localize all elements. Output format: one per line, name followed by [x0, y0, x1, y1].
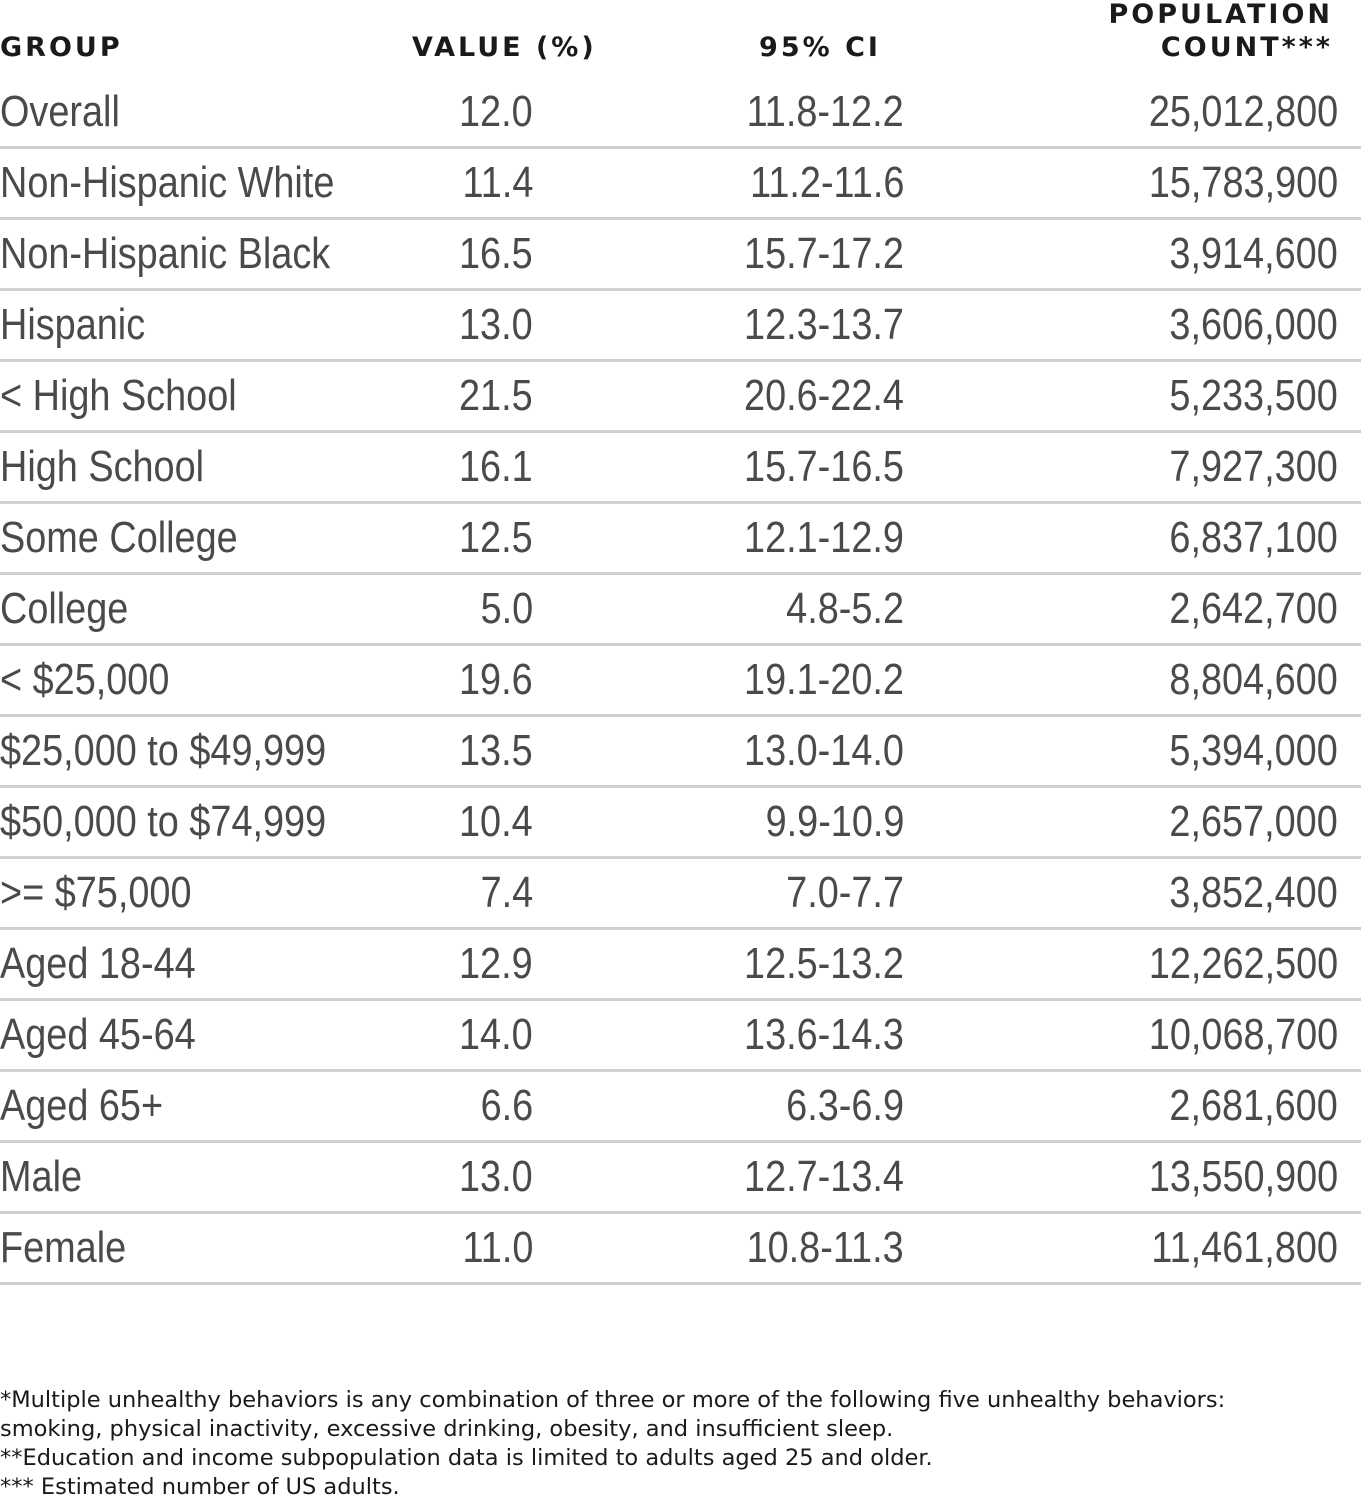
cell-population: 6,837,100 — [1169, 513, 1338, 562]
header-group: GROUP — [0, 32, 123, 63]
cell-value: 11.0 — [462, 1223, 533, 1272]
cell-ci: 12.7-13.4 — [744, 1152, 904, 1201]
cell-group: Female — [0, 1223, 127, 1272]
cell-ci: 15.7-16.5 — [744, 442, 904, 491]
table-header: GROUP VALUE (%) 95% CI POPULATION COUNT*… — [0, 0, 1361, 78]
cell-group: Aged 65+ — [0, 1081, 164, 1130]
footnotes: *Multiple unhealthy behaviors is any com… — [0, 1386, 1361, 1502]
cell-ci: 11.2-11.6 — [749, 158, 904, 207]
cell-value: 7.4 — [480, 868, 533, 917]
cell-group: < High School — [0, 371, 237, 420]
table-row: Aged 45-64 14.0 13.6-14.3 10,068,700 — [0, 1001, 1361, 1072]
cell-group: Aged 18-44 — [0, 939, 196, 988]
table-row: High School 16.1 15.7-16.5 7,927,300 — [0, 433, 1361, 504]
cell-ci: 12.1-12.9 — [744, 513, 904, 562]
header-ci: 95% CI — [759, 32, 881, 63]
cell-population: 5,394,000 — [1169, 726, 1338, 775]
table-body: Overall 12.0 11.8-12.2 25,012,800 Non-Hispan… — [0, 78, 1361, 1285]
cell-value: 21.5 — [459, 371, 533, 420]
cell-population: 7,927,300 — [1169, 442, 1338, 491]
cell-ci: 9.9-10.9 — [765, 797, 904, 846]
cell-group: Non-Hispanic Black — [0, 229, 331, 278]
table-row: Non-Hispanic White 11.4 11.2-11.6 15,783,90… — [0, 149, 1361, 220]
cell-group: Aged 45-64 — [0, 1010, 196, 1059]
cell-value: 12.9 — [459, 939, 533, 988]
cell-group: Non-Hispanic White — [0, 158, 335, 207]
table-row: < High School 21.5 20.6-22.4 5,233,500 — [0, 362, 1361, 433]
footnote-1-continued: smoking, physical inactivity, excessive … — [0, 1416, 894, 1442]
cell-value: 13.5 — [459, 726, 533, 775]
cell-group: College — [0, 584, 129, 633]
cell-population: 8,804,600 — [1169, 655, 1338, 704]
table-row: Hispanic 13.0 12.3-13.7 3,606,000 — [0, 291, 1361, 362]
cell-value: 16.1 — [459, 442, 533, 491]
table-row: Aged 18-44 12.9 12.5-13.2 12,262,500 — [0, 930, 1361, 1001]
cell-ci: 13.0-14.0 — [744, 726, 904, 775]
cell-value: 13.0 — [459, 1152, 533, 1201]
cell-group: < $25,000 — [0, 655, 170, 704]
table-row: Aged 65+ 6.6 6.3-6.9 2,681,600 — [0, 1072, 1361, 1143]
cell-population: 15,783,900 — [1148, 158, 1338, 207]
cell-population: 5,233,500 — [1169, 371, 1338, 420]
cell-population: 11,461,800 — [1151, 1223, 1338, 1272]
table-row: Male 13.0 12.7-13.4 13,550,900 — [0, 1143, 1361, 1214]
header-population-line2: COUNT*** — [1160, 32, 1333, 63]
cell-population: 3,606,000 — [1169, 300, 1338, 349]
header-value: VALUE (%) — [412, 32, 597, 63]
cell-population: 3,852,400 — [1169, 868, 1338, 917]
cell-value: 11.4 — [462, 158, 533, 207]
cell-population: 2,681,600 — [1169, 1081, 1338, 1130]
cell-population: 25,012,800 — [1148, 87, 1338, 136]
table-row: >= $75,000 7.4 7.0-7.7 3,852,400 — [0, 859, 1361, 930]
cell-population: 3,914,600 — [1169, 229, 1338, 278]
cell-ci: 12.5-13.2 — [744, 939, 904, 988]
cell-value: 13.0 — [459, 300, 533, 349]
cell-ci: 11.8-12.2 — [746, 87, 904, 136]
table-row: Non-Hispanic Black 16.5 15.7-17.2 3,914,600 — [0, 220, 1361, 291]
cell-group: Overall — [0, 87, 120, 136]
footnote-3: *** Estimated number of US adults. — [0, 1474, 400, 1500]
cell-ci: 4.8-5.2 — [786, 584, 904, 633]
cell-population: 2,642,700 — [1169, 584, 1338, 633]
cell-group: High School — [0, 442, 205, 491]
cell-value: 14.0 — [459, 1010, 533, 1059]
header-population: POPULATION COUNT*** — [1109, 0, 1333, 64]
cell-population: 10,068,700 — [1148, 1010, 1338, 1059]
cell-value: 5.0 — [480, 584, 533, 633]
header-population-line1: POPULATION — [1108, 0, 1333, 30]
cell-value: 10.4 — [459, 797, 533, 846]
cell-ci: 13.6-14.3 — [744, 1010, 904, 1059]
table-row: College 5.0 4.8-5.2 2,642,700 — [0, 575, 1361, 646]
cell-ci: 15.7-17.2 — [744, 229, 904, 278]
cell-ci: 10.8-11.3 — [746, 1223, 904, 1272]
cell-group: $25,000 to $49,999 — [0, 726, 327, 775]
cell-ci: 12.3-13.7 — [744, 300, 904, 349]
cell-ci: 6.3-6.9 — [786, 1081, 904, 1130]
table-row: $25,000 to $49,999 13.5 13.0-14.0 5,394,000 — [0, 717, 1361, 788]
cell-value: 16.5 — [459, 229, 533, 278]
cell-value: 6.6 — [480, 1081, 533, 1130]
cell-population: 12,262,500 — [1148, 939, 1338, 988]
cell-group: Hispanic — [0, 300, 146, 349]
table-row: Overall 12.0 11.8-12.2 25,012,800 — [0, 78, 1361, 149]
cell-value: 12.5 — [459, 513, 533, 562]
table-row: Female 11.0 10.8-11.3 11,461,800 — [0, 1214, 1361, 1285]
table-row: $50,000 to $74,999 10.4 9.9-10.9 2,657,000 — [0, 788, 1361, 859]
table-row: < $25,000 19.6 19.1-20.2 8,804,600 — [0, 646, 1361, 717]
footnote-2: **Education and income subpopulation dat… — [0, 1445, 933, 1471]
cell-ci: 7.0-7.7 — [786, 868, 904, 917]
cell-group: Male — [0, 1152, 83, 1201]
cell-population: 2,657,000 — [1169, 797, 1338, 846]
cell-value: 12.0 — [459, 87, 533, 136]
cell-group: Some College — [0, 513, 238, 562]
data-table: GROUP VALUE (%) 95% CI POPULATION COUNT*… — [0, 0, 1361, 1285]
cell-ci: 20.6-22.4 — [744, 371, 904, 420]
cell-group: >= $75,000 — [0, 868, 192, 917]
cell-population: 13,550,900 — [1148, 1152, 1338, 1201]
cell-ci: 19.1-20.2 — [744, 655, 904, 704]
cell-group: $50,000 to $74,999 — [0, 797, 327, 846]
footnote-1: *Multiple unhealthy behaviors is any com… — [0, 1387, 1226, 1413]
cell-value: 19.6 — [459, 655, 533, 704]
table-row: Some College 12.5 12.1-12.9 6,837,100 — [0, 504, 1361, 575]
